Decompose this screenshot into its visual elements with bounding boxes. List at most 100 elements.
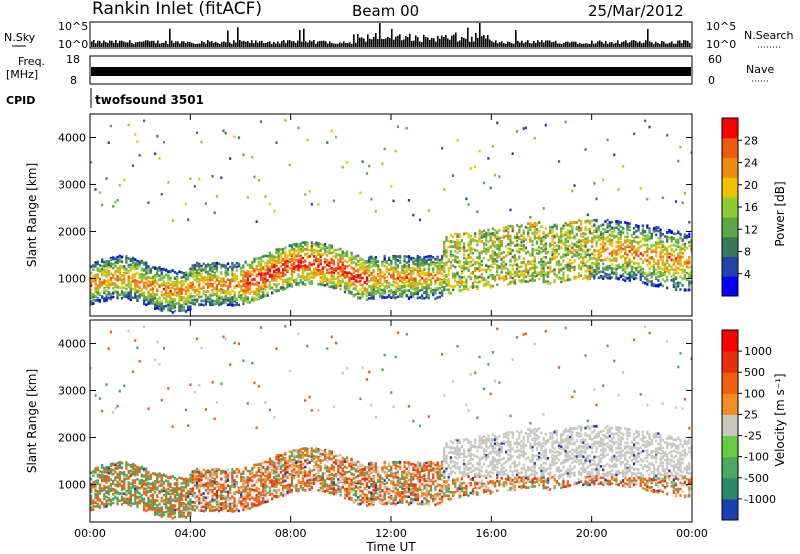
power-cell bbox=[425, 255, 428, 259]
power-cell bbox=[246, 301, 249, 304]
power-cell bbox=[615, 264, 618, 268]
power-cell bbox=[595, 271, 598, 274]
power-cell bbox=[465, 278, 468, 282]
nsky-bar bbox=[427, 37, 429, 47]
nsky-bar bbox=[405, 36, 407, 47]
power-cell bbox=[542, 232, 545, 235]
power-cell bbox=[456, 283, 459, 287]
power-cell bbox=[482, 246, 486, 250]
power-cell bbox=[165, 289, 168, 292]
power-cell bbox=[229, 157, 232, 160]
power-cell bbox=[610, 220, 614, 224]
power-cell bbox=[564, 120, 567, 124]
power-cell bbox=[531, 250, 534, 254]
power-cell bbox=[580, 255, 583, 259]
power-cell bbox=[396, 125, 400, 129]
power-cell bbox=[452, 235, 455, 239]
power-cell bbox=[584, 220, 587, 224]
power-cell bbox=[118, 267, 121, 270]
power-cell bbox=[319, 269, 322, 273]
power-cell bbox=[403, 276, 406, 280]
power-cell bbox=[597, 228, 600, 232]
power-cell bbox=[491, 260, 494, 263]
nsky-bar bbox=[175, 41, 177, 47]
power-cell bbox=[452, 274, 455, 277]
nsky-bar bbox=[597, 41, 599, 47]
power-cell bbox=[165, 297, 168, 300]
power-cell bbox=[546, 281, 550, 285]
power-cell bbox=[264, 288, 267, 291]
power-cell bbox=[158, 268, 161, 272]
power-cell bbox=[610, 259, 614, 262]
power-cell bbox=[191, 264, 194, 267]
nsky-bar bbox=[379, 23, 381, 47]
power-cell bbox=[571, 250, 574, 254]
power-cell bbox=[332, 262, 336, 266]
power-cell bbox=[615, 245, 618, 248]
power-cell bbox=[255, 265, 258, 268]
power-cell bbox=[427, 258, 430, 261]
power-cell bbox=[522, 243, 525, 247]
nsky-bar bbox=[227, 30, 229, 47]
power-cell bbox=[160, 278, 163, 281]
power-cell bbox=[103, 282, 106, 286]
power-cell bbox=[206, 272, 210, 276]
power-cell bbox=[237, 295, 241, 298]
power-cell bbox=[127, 263, 130, 267]
power-cell bbox=[310, 280, 313, 283]
power-cell bbox=[136, 140, 139, 144]
power-cell bbox=[445, 288, 448, 291]
power-cell bbox=[407, 260, 411, 263]
power-cell bbox=[251, 282, 254, 286]
power-cell bbox=[502, 229, 505, 233]
power-cell bbox=[359, 292, 362, 296]
power-cell bbox=[224, 273, 227, 277]
power-cell bbox=[584, 262, 587, 265]
power-cell bbox=[476, 210, 479, 214]
power-cell bbox=[566, 245, 569, 248]
power-cell bbox=[599, 247, 603, 250]
power-cell bbox=[151, 302, 155, 305]
power-cell bbox=[341, 254, 344, 258]
power-cell bbox=[191, 302, 194, 305]
power-cell bbox=[513, 270, 517, 274]
power-cell bbox=[226, 278, 230, 282]
power-cell bbox=[445, 283, 448, 286]
power-cell bbox=[125, 283, 128, 287]
power-cell bbox=[599, 276, 603, 279]
power-cell bbox=[131, 266, 135, 270]
power-cell bbox=[568, 269, 572, 273]
power-cell bbox=[586, 275, 589, 279]
power-cell bbox=[385, 265, 388, 269]
power-cell bbox=[440, 294, 444, 297]
power-cell bbox=[242, 293, 245, 296]
power-cell bbox=[405, 280, 408, 283]
power-cell bbox=[412, 287, 415, 291]
nsky-bar bbox=[339, 42, 341, 47]
nsky-bar bbox=[203, 42, 205, 47]
power-cell bbox=[180, 291, 183, 295]
power-cell bbox=[540, 260, 543, 263]
power-cell bbox=[463, 261, 466, 264]
power-cell bbox=[449, 250, 452, 253]
nsky-bar bbox=[495, 40, 497, 47]
power-cell bbox=[235, 284, 238, 288]
power-cell bbox=[293, 250, 296, 253]
power-cell bbox=[370, 291, 373, 295]
nsky-bar bbox=[433, 38, 435, 47]
nsky-bar bbox=[549, 40, 551, 47]
power-cell bbox=[465, 267, 468, 270]
power-cell bbox=[134, 275, 137, 278]
power-cell bbox=[602, 223, 605, 227]
power-cell bbox=[540, 250, 543, 254]
power-cell bbox=[363, 267, 366, 271]
power-cell bbox=[504, 254, 508, 258]
nsky-bar bbox=[361, 37, 363, 47]
power-cell bbox=[522, 236, 525, 240]
power-cell bbox=[315, 257, 318, 260]
power-cell bbox=[396, 285, 400, 289]
power-cell bbox=[392, 269, 395, 273]
power-cell bbox=[588, 269, 592, 273]
power-cell bbox=[246, 296, 249, 299]
power-cell bbox=[90, 294, 93, 297]
